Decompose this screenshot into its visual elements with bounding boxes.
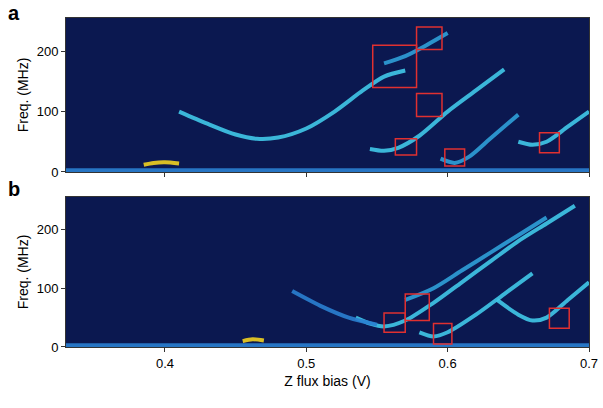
svg-text:Freq. (MHz): Freq. (MHz) — [15, 235, 31, 310]
svg-text:200: 200 — [37, 44, 59, 59]
svg-text:b: b — [8, 178, 20, 200]
svg-text:0.6: 0.6 — [439, 356, 457, 371]
svg-text:100: 100 — [37, 104, 59, 119]
svg-text:0.4: 0.4 — [156, 356, 174, 371]
svg-text:0: 0 — [51, 165, 58, 180]
svg-text:Z flux bias (V): Z flux bias (V) — [284, 373, 370, 389]
svg-text:100: 100 — [37, 281, 59, 296]
svg-text:0.5: 0.5 — [297, 356, 315, 371]
svg-text:0: 0 — [51, 340, 58, 355]
svg-text:Freq. (MHz): Freq. (MHz) — [15, 58, 31, 133]
svg-text:200: 200 — [37, 222, 59, 237]
svg-text:a: a — [8, 2, 20, 24]
svg-text:0.7: 0.7 — [580, 356, 598, 371]
